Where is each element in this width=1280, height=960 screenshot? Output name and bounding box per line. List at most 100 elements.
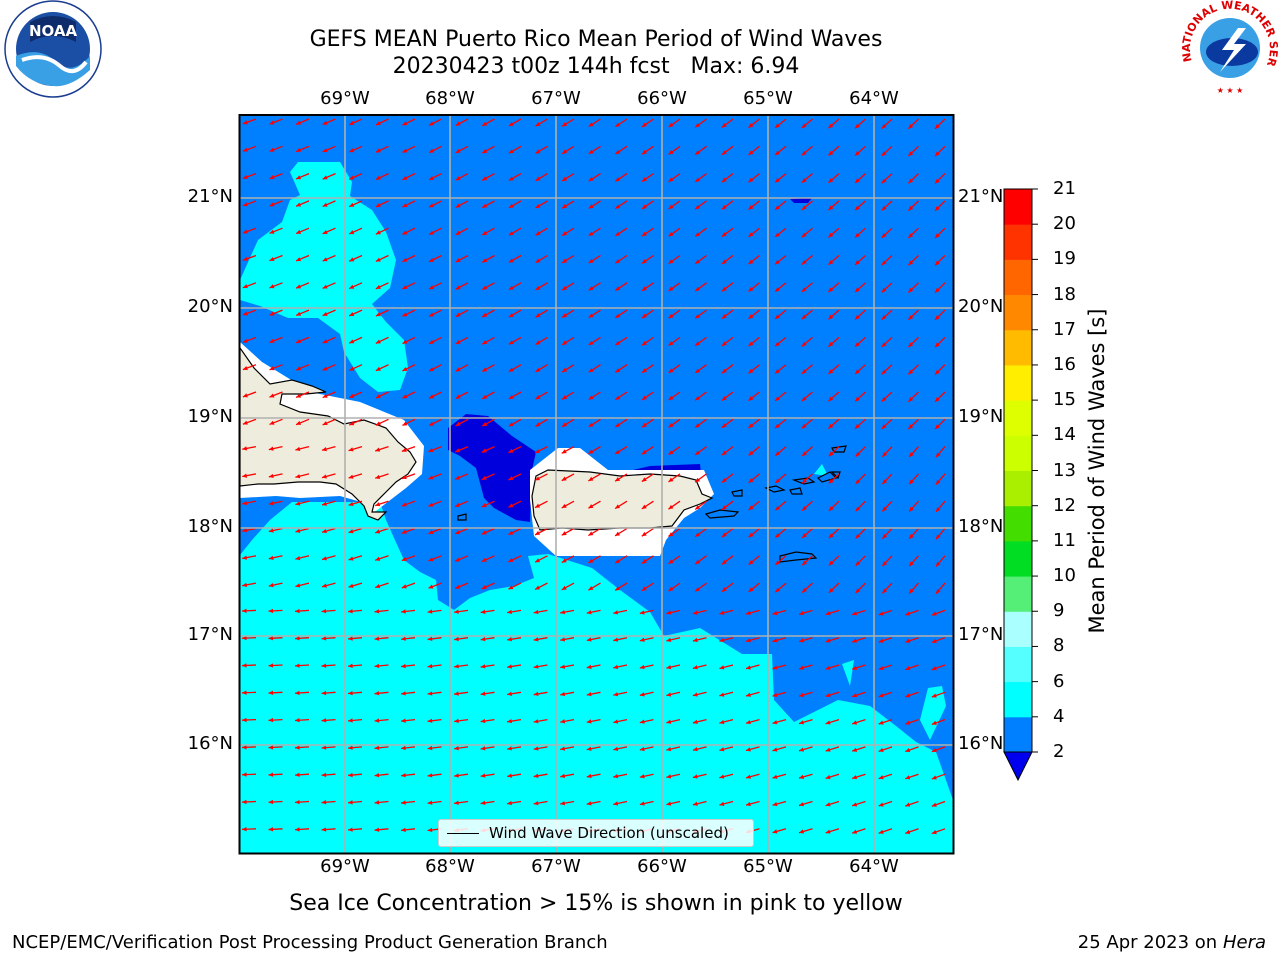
wind-arrow-head	[855, 506, 861, 512]
wind-arrow-head	[295, 690, 300, 696]
wind-arrow-head	[695, 559, 701, 565]
wind-arrow-head	[828, 506, 834, 511]
lat-label-right-20n: 20°N	[958, 296, 1004, 317]
wind-arrow-head	[775, 369, 781, 374]
wind-arrow-head	[828, 314, 834, 320]
wind-arrow-head	[802, 478, 807, 484]
wind-arrow-head	[561, 503, 567, 508]
wind-arrow-head	[963, 589, 968, 594]
wind-arrow-head	[908, 397, 914, 402]
wind-arrow-head	[935, 315, 940, 320]
wind-arrow-head	[401, 718, 406, 723]
wind-arrow-head	[295, 608, 300, 614]
lat-label-left-19n: 19°N	[187, 406, 233, 427]
wind-arrow-head	[454, 636, 459, 642]
wind-arrow-head	[322, 229, 328, 234]
wind-arrow-head	[852, 693, 858, 698]
wind-arrow-head	[801, 205, 807, 210]
wind-arrow-head	[560, 691, 566, 697]
wind-arrow-head	[909, 452, 914, 458]
wind-arrow-head	[881, 369, 887, 375]
wind-arrow-head	[560, 746, 566, 751]
wind-arrow-head	[481, 503, 487, 508]
colorbar-bin	[1004, 259, 1032, 296]
wind-arrow-head	[242, 608, 247, 613]
wind-arrow-head	[321, 718, 327, 723]
wind-arrow-head	[588, 531, 594, 536]
wind-arrow-head	[242, 555, 248, 560]
wind-arrow-head	[721, 368, 727, 374]
wind-arrow-head	[878, 747, 884, 752]
wind-arrow-head	[905, 720, 911, 725]
wind-arrow-head	[613, 746, 619, 751]
wind-arrow-head	[775, 287, 781, 292]
wind-arrow-head	[909, 506, 914, 512]
wind-arrow-head	[535, 394, 541, 400]
wind-arrow-head	[586, 664, 592, 669]
wind-arrow	[962, 392, 972, 402]
wind-arrow-head	[962, 343, 967, 348]
wind-arrow-head	[615, 422, 621, 428]
wind-arrow-head	[295, 772, 300, 777]
wind-arrow-head	[668, 395, 674, 401]
wind-arrow-head	[935, 424, 940, 430]
wind-arrow-head	[429, 230, 435, 235]
wind-arrow-head	[348, 501, 354, 507]
wind-arrow-head	[508, 448, 514, 453]
wind-arrow-head	[958, 857, 963, 861]
credit-date-text: 25 Apr 2023 on	[1077, 932, 1223, 953]
wind-arrow-head	[668, 450, 674, 455]
wind-arrow-head	[935, 178, 940, 184]
wind-arrow-head	[375, 257, 381, 262]
wind-arrow-head	[242, 311, 248, 316]
wind-arrow-head	[349, 284, 355, 289]
wind-arrow-head	[402, 203, 408, 208]
wind-arrow-head	[666, 774, 672, 779]
wind-arrow-head	[855, 451, 861, 457]
wind-arrow-head	[401, 855, 406, 859]
wind-arrow-head	[719, 747, 725, 752]
nws-logo-text: NATIONAL WEATHER SERVICE	[0, 0, 1280, 69]
wind-arrow-head	[427, 691, 433, 696]
wind-arrow-head	[828, 369, 834, 374]
wind-arrow-head	[455, 584, 461, 589]
wind-arrow-head	[268, 583, 274, 588]
wind-arrow-head	[454, 773, 459, 778]
wind-arrow-head	[802, 587, 807, 593]
colorbar-bin	[1004, 364, 1032, 401]
wind-arrow-head	[668, 423, 674, 428]
wind-arrow-head	[269, 854, 274, 858]
wind-arrow-head	[268, 663, 274, 668]
wind-arrow-head	[533, 746, 539, 751]
wind-arrow-head	[775, 560, 781, 565]
wind-arrow-head	[882, 506, 888, 512]
wind-arrow-head	[668, 177, 674, 182]
wind-arrow-head	[296, 420, 302, 425]
wind-arrow-head	[242, 338, 248, 343]
wind-arrow-head	[349, 202, 355, 207]
wind-arrow-head	[881, 287, 887, 293]
colorbar-tick-label: 21	[1053, 178, 1076, 199]
wind-arrow-head	[772, 829, 778, 834]
wind-arrow	[958, 692, 971, 697]
wind-arrow-head	[427, 664, 433, 669]
wind-arrow-head	[935, 534, 941, 540]
wind-arrow-head	[269, 256, 275, 262]
wind-arrow-head	[748, 505, 754, 511]
wind-arrow-head	[882, 452, 888, 457]
wind-arrow-head	[962, 288, 967, 293]
wind-arrow-head	[719, 856, 724, 860]
wind-arrow-head	[641, 477, 647, 482]
wind-arrow-head	[586, 637, 592, 642]
wind-arrow-head	[881, 342, 887, 347]
wind-arrow	[958, 802, 971, 807]
wind-arrow-head	[401, 636, 406, 641]
colorbar-bin	[1004, 470, 1032, 507]
wind-arrow-head	[931, 802, 937, 807]
wind-arrow-head	[268, 528, 274, 533]
wind-arrow-head	[613, 664, 619, 670]
wind-arrow-head	[535, 530, 541, 535]
wind-arrow-head	[668, 341, 674, 346]
wind-arrow-head	[878, 638, 884, 643]
wind-arrow-head	[507, 664, 512, 669]
